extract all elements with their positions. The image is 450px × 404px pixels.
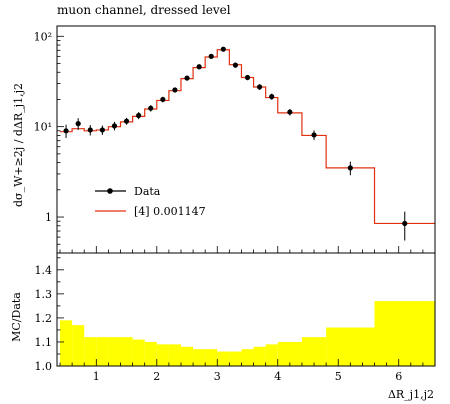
chart-title: muon channel, dressed level [57, 3, 231, 17]
mc-line [60, 49, 435, 225]
ratio-bar-1 [72, 325, 85, 366]
y-axis-label: dσ_W+≥2j / dΔR_j1,j2 [12, 83, 25, 207]
data-point-2 [87, 125, 93, 136]
ratio-bar-0 [60, 320, 73, 366]
data-point-17 [269, 93, 275, 100]
data-points [63, 46, 408, 241]
data-point-8 [160, 96, 166, 103]
data-marker-3 [99, 127, 105, 133]
data-point-16 [257, 84, 263, 90]
data-marker-16 [257, 84, 263, 90]
data-marker-5 [123, 118, 130, 124]
x-tick-label-3: 4 [274, 370, 281, 383]
data-point-0 [63, 124, 69, 138]
data-point-9 [172, 87, 178, 93]
data-point-1 [75, 118, 81, 130]
ratio-bar-4 [108, 337, 121, 366]
ratio-bar-6 [132, 339, 145, 366]
data-marker-4 [111, 123, 118, 129]
ratio-band [60, 301, 435, 366]
legend-data-marker [107, 188, 113, 194]
data-marker-20 [347, 165, 353, 171]
x-tick-label-5: 6 [395, 370, 402, 383]
ratio-bar-16 [253, 346, 266, 366]
mc-histogram [60, 49, 435, 225]
ratio-tick-label-1: 1.1 [35, 336, 53, 349]
data-marker-8 [160, 96, 166, 103]
ratio-tick-label-0: 1.0 [35, 360, 53, 373]
ratio-bar-11 [193, 349, 206, 366]
legend: Data [4] 0.001147 [95, 185, 206, 218]
ratio-bar-19 [301, 337, 327, 366]
data-marker-6 [136, 112, 142, 119]
data-marker-12 [208, 53, 214, 59]
ratio-tick-label-4: 1.4 [35, 264, 53, 277]
ratio-bar-10 [180, 346, 194, 366]
x-tick-label-2: 3 [214, 370, 221, 383]
data-marker-11 [196, 64, 202, 70]
ratio-bar-17 [265, 344, 278, 366]
data-point-20 [347, 161, 353, 176]
ratio-bar-5 [120, 337, 133, 366]
data-point-6 [136, 112, 142, 120]
ratio-bar-2 [84, 337, 97, 366]
data-point-12 [208, 53, 214, 59]
data-marker-1 [75, 121, 81, 127]
ratio-axis-label: MC/Data [10, 292, 23, 342]
ratio-tick-label-3: 1.3 [35, 288, 53, 301]
data-point-13 [220, 46, 226, 52]
data-point-5 [123, 117, 130, 125]
data-marker-9 [172, 87, 178, 93]
data-marker-19 [311, 132, 317, 138]
axis-ticks: 1 2 3 4 5 6 1 10¹ 10² 1.0 1.1 1.2 1.3 1.4 [34, 30, 424, 383]
x-tick-label-4: 5 [335, 370, 342, 383]
ratio-tick-label-2: 1.2 [35, 312, 53, 325]
data-point-18 [287, 108, 293, 116]
y-tick-label-0: 1 [45, 211, 52, 224]
data-marker-2 [87, 127, 93, 133]
ratio-bar-14 [229, 351, 242, 366]
data-marker-10 [184, 75, 190, 81]
ratio-bar-12 [205, 349, 218, 366]
ratio-bar-7 [144, 341, 157, 366]
x-tick-label-1: 2 [153, 370, 160, 383]
ratio-bar-3 [96, 337, 109, 366]
data-marker-18 [287, 109, 293, 115]
data-marker-14 [232, 62, 239, 68]
data-marker-17 [269, 94, 275, 100]
data-point-15 [244, 74, 251, 81]
ratio-bar-13 [217, 351, 230, 366]
y-tick-label-2: 10² [34, 30, 52, 43]
data-point-11 [196, 64, 202, 70]
data-marker-7 [148, 105, 154, 111]
ratio-bar-21 [374, 301, 435, 366]
ratio-bar-18 [277, 341, 302, 366]
data-point-4 [111, 121, 118, 131]
legend-data-label: Data [134, 185, 161, 198]
data-point-21 [402, 211, 408, 241]
data-point-10 [184, 75, 190, 81]
data-marker-13 [220, 46, 226, 52]
data-point-14 [232, 62, 239, 68]
ratio-bar-8 [156, 344, 169, 366]
ratio-bar-15 [241, 349, 254, 366]
data-marker-0 [63, 128, 69, 134]
data-marker-15 [244, 74, 251, 81]
data-point-19 [311, 130, 317, 141]
legend-mc-label: [4] 0.001147 [134, 205, 206, 218]
x-tick-label-0: 1 [93, 370, 100, 383]
ratio-bar-9 [168, 344, 181, 366]
data-point-3 [99, 125, 105, 135]
ratio-plot-frame [56, 252, 436, 367]
ratio-bar-20 [326, 327, 375, 366]
main-plot-frame [56, 25, 436, 254]
data-marker-21 [402, 220, 408, 227]
data-point-7 [148, 105, 154, 112]
x-axis-label: ΔR_j1,j2 [388, 388, 434, 401]
y-tick-label-1: 10¹ [34, 121, 52, 134]
